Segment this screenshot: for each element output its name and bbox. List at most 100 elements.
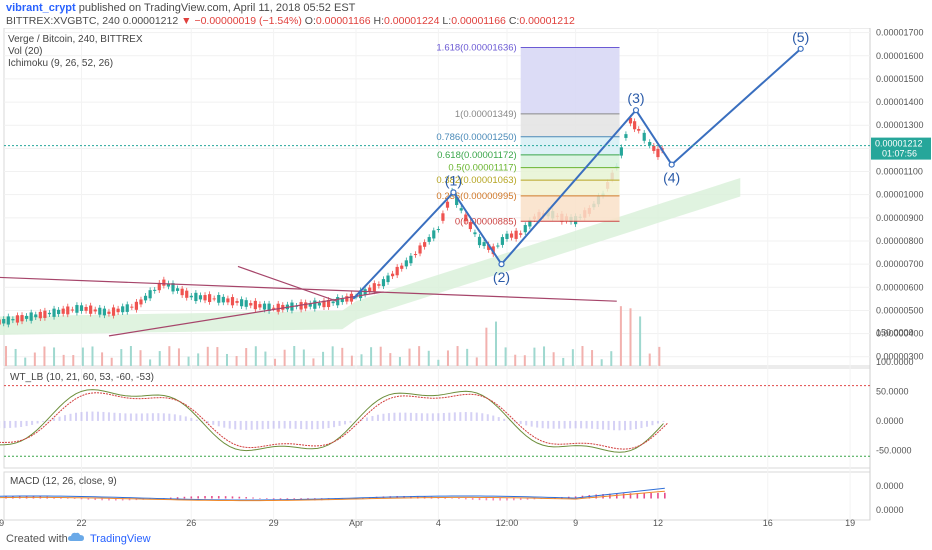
- volume-bar: [475, 357, 478, 366]
- tradingview-link[interactable]: TradingView: [90, 533, 151, 545]
- candle-body: [436, 229, 440, 231]
- wt-histogram-bar: [42, 420, 45, 422]
- candle-body: [413, 254, 418, 256]
- main-price-pane[interactable]: [0, 115, 741, 502]
- candle-body: [0, 319, 1, 325]
- candle-body: [381, 279, 386, 287]
- wt-histogram-bar: [327, 420, 330, 429]
- macd-histogram-bar: [245, 497, 247, 499]
- drawing-overlay: 1.618(0.00001636) 1(0.00001349) 0.786(0.00…: [0, 29, 870, 337]
- price-axis[interactable]: 0.00001700 0.00001600 0.00001500 0.00001400…: [871, 28, 931, 515]
- candle-body: [523, 225, 527, 233]
- y-tick-label: 0.00000400: [876, 329, 924, 339]
- open-value: 0.00001166: [315, 15, 371, 27]
- volume-bar: [235, 355, 238, 366]
- author-link[interactable]: vibrant_crypt: [6, 2, 76, 14]
- fib-zone: [520, 167, 620, 181]
- time-axis[interactable]: 19 22 26 29 Apr 4 12:00 9 12 16 19: [0, 518, 855, 528]
- macd-histogram-bar: [211, 496, 213, 499]
- candle-body: [336, 297, 340, 306]
- wave-label: (4): [663, 170, 680, 186]
- candle-body: [84, 306, 88, 311]
- candle-body: [276, 303, 280, 312]
- y-tick-label: 0.00000600: [876, 282, 924, 292]
- wt-histogram-bar: [162, 413, 165, 421]
- fib-level-label: 0(0.00000885): [455, 216, 517, 227]
- high-label: H:: [373, 15, 385, 27]
- macd-histogram-bar: [636, 493, 639, 499]
- volume-bar: [293, 346, 296, 366]
- wt-histogram-bar: [613, 420, 616, 431]
- candle-body: [505, 233, 509, 240]
- macd-histogram-bar: [217, 496, 220, 499]
- volume-bar: [389, 353, 392, 366]
- wt-histogram-bar: [541, 420, 544, 429]
- wave-point: [668, 161, 675, 168]
- wt-histogram-bar: [250, 420, 253, 430]
- wt-histogram-bar: [437, 413, 440, 421]
- candle-body: [194, 292, 198, 302]
- chart-canvas[interactable]: 1.618(0.00001636) 1(0.00001349) 0.786(0.00…: [0, 28, 932, 528]
- candle-body: [395, 266, 399, 276]
- wt-histogram-bar: [634, 420, 637, 430]
- candle-body: [230, 297, 235, 306]
- volume-bar: [187, 356, 190, 366]
- volume-bar: [331, 346, 334, 366]
- candle-body: [648, 142, 652, 146]
- wt-histogram-bar: [135, 413, 138, 421]
- candle-body: [134, 301, 138, 310]
- symbol-line: BITTREX:XVGBTC, 240 0.00001212 ▼ −0.0000…: [6, 15, 575, 27]
- wt-histogram-bar: [475, 412, 478, 421]
- candle-body: [102, 308, 106, 316]
- candle-body: [107, 311, 111, 314]
- wt-histogram-bar: [305, 420, 308, 430]
- volume-bar: [120, 349, 123, 366]
- candle-body: [487, 244, 491, 250]
- macd-tick-label: 0.0000: [876, 505, 904, 515]
- wt-histogram-bar: [651, 420, 654, 426]
- candle-body: [423, 242, 427, 247]
- candle-body: [198, 295, 203, 300]
- wt-histogram-bar: [118, 413, 121, 421]
- volume-bar: [53, 347, 56, 366]
- wave-point: [498, 261, 505, 268]
- candle-body: [240, 299, 244, 307]
- candle-body: [418, 245, 422, 254]
- volume-bar: [62, 354, 65, 366]
- candle-body: [221, 296, 225, 303]
- volume-bar: [254, 346, 257, 366]
- fib-zone: [520, 195, 620, 222]
- candle-body: [441, 213, 445, 221]
- candle-body: [459, 208, 463, 211]
- wt-histogram-bar: [9, 420, 12, 428]
- macd-histogram-bar: [526, 498, 529, 500]
- low-label: L:: [442, 15, 452, 27]
- wt-histogram-bar: [31, 420, 34, 425]
- candle-body: [642, 132, 646, 141]
- candle-body: [313, 300, 317, 309]
- candle-body: [528, 219, 532, 227]
- candle-body: [93, 309, 97, 312]
- wt-histogram-bar: [629, 420, 632, 430]
- wave-point: [632, 107, 640, 114]
- y-tick-label: 0.00001300: [876, 120, 924, 130]
- candle-body: [139, 299, 143, 305]
- candle-body: [143, 295, 148, 301]
- candle-body: [331, 301, 335, 304]
- candle-body: [148, 290, 152, 299]
- candle-body: [70, 309, 74, 311]
- macd-histogram-bar: [519, 498, 522, 501]
- panel-frames: [3, 28, 871, 521]
- wt-histogram-bar: [184, 416, 187, 421]
- signal-line: [0, 490, 665, 502]
- wt-histogram-bar: [261, 420, 264, 430]
- fib-level-label: 0.618(0.00001172): [437, 150, 517, 161]
- wt-histogram-bar: [14, 420, 17, 428]
- volume-bar: [485, 327, 488, 366]
- volume-bar: [562, 357, 565, 366]
- fib-zone: [520, 154, 620, 168]
- fib-zone: [520, 180, 620, 196]
- wt-histogram-bar: [69, 413, 72, 421]
- candle-body: [130, 306, 134, 308]
- y-tick-label: 0.00001000: [876, 190, 924, 200]
